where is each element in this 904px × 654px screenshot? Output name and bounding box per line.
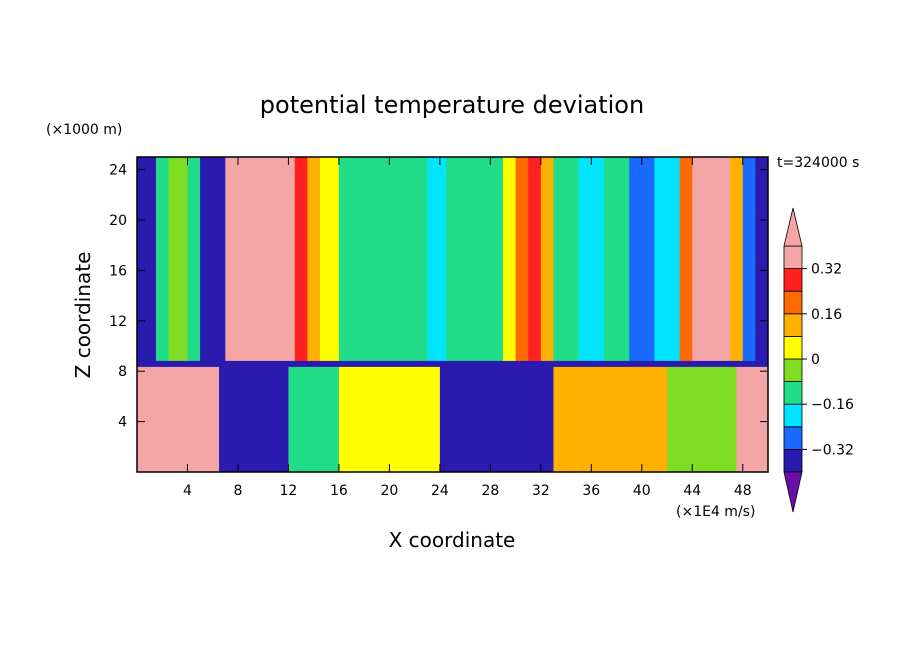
y-axis: 4 8 12 16 20 24 [109,163,768,431]
lower-column-7 [667,364,737,472]
upper-column-15 [515,157,529,365]
colorbar-bin-9 [783,245,803,270]
colorbar-bin-7 [783,290,803,315]
lower-column-5 [490,364,554,472]
colorbar: 0.32 0.16 0 −0.16 −0.32 [783,207,854,513]
x-tick-label-10: 44 [683,483,701,499]
y-tick-label-1: 8 [118,364,127,380]
x-tick-label-4: 20 [380,483,398,499]
x-tick-label-9: 40 [633,483,651,499]
upper-column-24 [692,157,731,365]
upper-column-4 [200,157,226,365]
colorbar-tick-label-4: −0.32 [811,442,854,458]
upper-column-6 [282,157,296,365]
colorbar-tick-label-2: 0 [811,352,820,368]
upper-column-20 [603,157,630,365]
colorbar-extend-high [783,207,803,247]
colorbar-bin-3 [783,381,803,405]
upper-column-16 [528,157,542,365]
colorbar-bin-0 [783,448,803,473]
colorbar-tick-label-3: −0.16 [811,397,854,413]
x-tick-label-1: 8 [233,483,242,499]
y-tick-label-2: 12 [109,314,127,330]
upper-column-19 [578,157,605,365]
x-tick-label-7: 32 [532,483,550,499]
y-unit-label: (×1000 m) [46,122,122,138]
upper-column-8 [307,157,321,365]
upper-column-14 [502,157,517,365]
upper-column-9 [319,157,340,365]
upper-column-7 [294,157,308,365]
lower-column-1 [219,364,289,472]
upper-column-12 [427,157,447,365]
chart-title: potential temperature deviation [260,91,644,119]
y-tick-label-5: 24 [109,163,127,179]
lower-field [137,364,768,472]
upper-column-2 [168,157,188,365]
upper-column-26 [742,157,756,365]
colorbar-bin-6 [783,313,803,337]
upper-column-21 [629,157,655,365]
upper-column-1 [155,157,170,365]
time-label: t=324000 s [777,155,859,171]
x-tick-label-6: 28 [481,483,499,499]
upper-column-0 [137,157,157,365]
lower-column-8 [736,364,768,472]
y-tick-label-0: 4 [118,415,127,431]
interface-line [137,360,768,367]
upper-field [137,157,768,365]
upper-column-11 [357,157,428,365]
upper-column-22 [654,157,681,365]
upper-column-23 [679,157,693,365]
colorbar-bin-4 [783,358,803,383]
plot-area [137,157,768,472]
x-tick-label-8: 36 [582,483,600,499]
upper-column-27 [755,157,768,365]
x-tick-label-5: 24 [431,483,449,499]
upper-column-17 [540,157,554,365]
upper-column-18 [553,157,580,365]
y-tick-label-4: 20 [109,213,127,229]
colorbar-tick-label-1: 0.16 [811,307,842,323]
plot-frame [136,156,769,473]
y-tick-label-3: 16 [109,263,127,279]
colorbar-bin-1 [783,426,803,450]
upper-column-10 [338,157,359,365]
upper-column-13 [446,157,504,365]
y-axis-label: Z coordinate [71,252,95,379]
lower-column-4 [439,364,491,472]
x-axis-label: X coordinate [389,528,516,552]
x-tick-label-0: 4 [183,483,192,499]
x-tick-label-2: 12 [280,483,298,499]
colorbar-bin-8 [783,268,803,292]
upper-column-3 [187,157,201,365]
upper-column-5 [225,157,283,365]
lower-column-3 [338,364,441,472]
x-unit-label: (×1E4 m/s) [676,504,755,520]
lower-column-0 [137,364,220,472]
colorbar-tick-label-0: 0.32 [811,262,842,278]
x-tick-label-3: 16 [330,483,348,499]
colorbar-bin-2 [783,403,803,428]
lower-column-2 [288,364,340,472]
colorbar-bin-5 [783,335,803,360]
x-axis: 4 8 12 16 20 24 28 32 36 40 44 48 [183,157,752,499]
x-tick-label-11: 48 [734,483,752,499]
lower-column-6 [553,364,668,472]
upper-column-25 [730,157,744,365]
colorbar-extend-low [783,471,803,513]
interface-band [137,360,768,367]
